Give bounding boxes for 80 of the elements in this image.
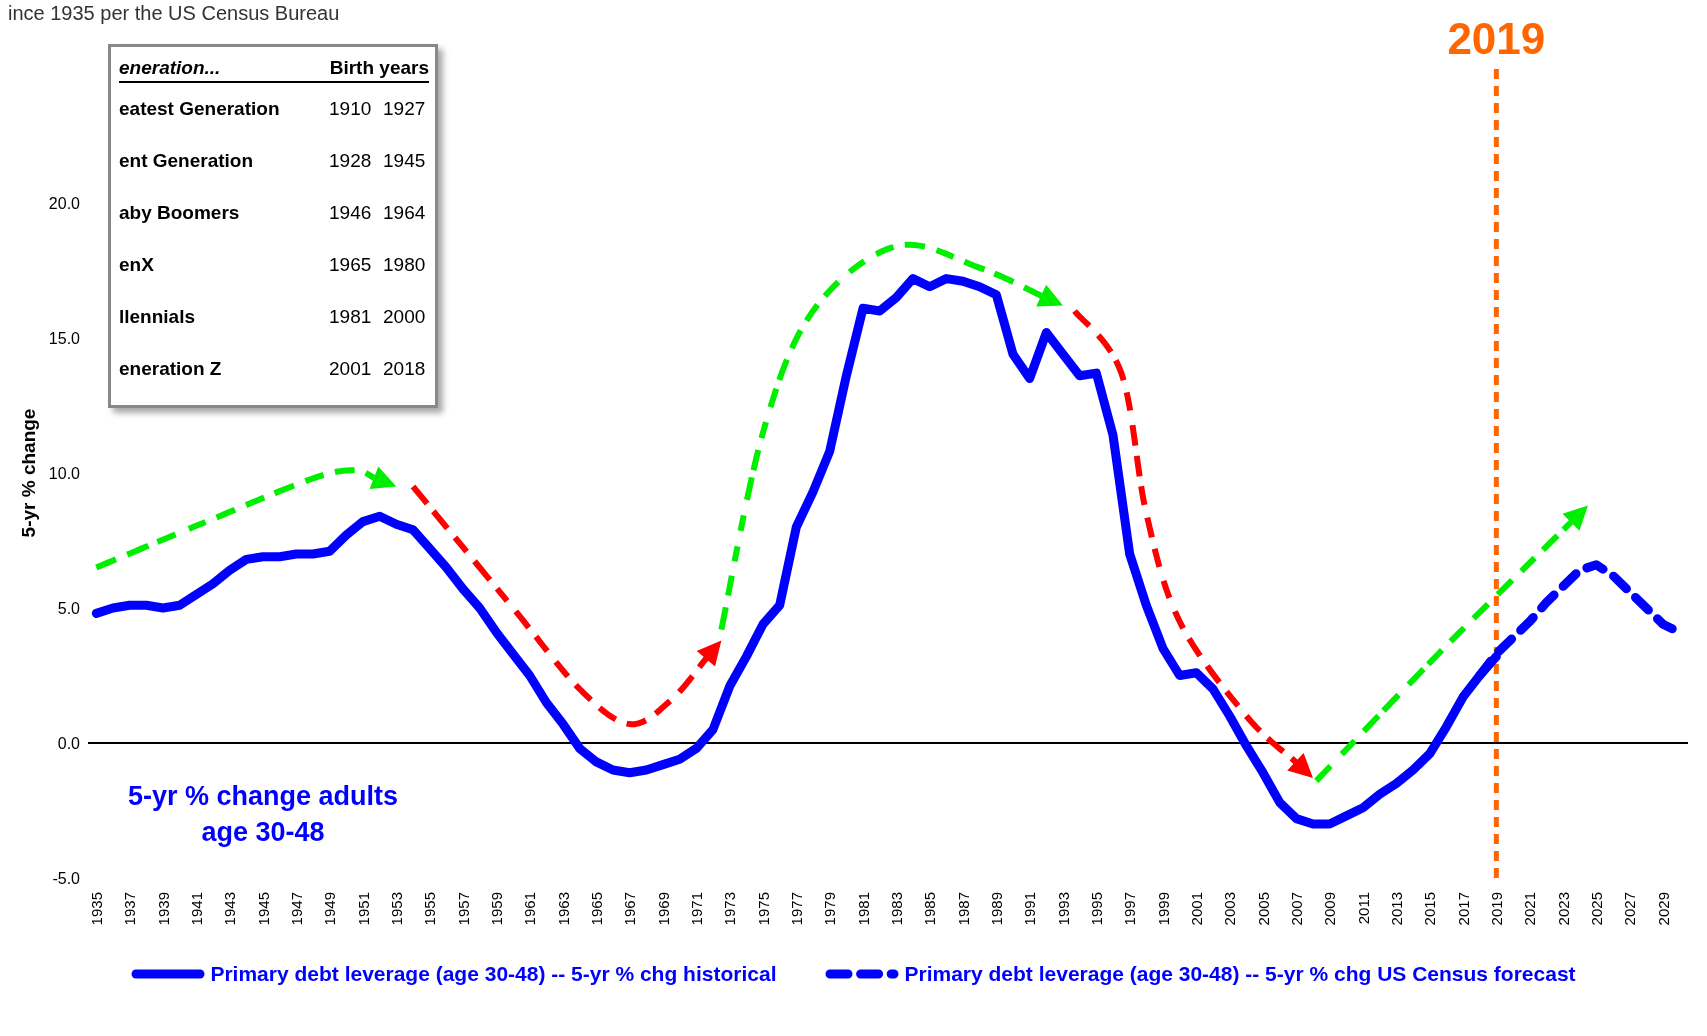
x-tick-label: 1995 [1087,892,1105,926]
x-tick-label: 1955 [421,892,439,926]
x-tick-label: 1949 [321,892,339,926]
annotation: 1964 [383,202,427,224]
x-tick-label: 1947 [287,892,305,926]
x-tick-label: 1959 [487,892,505,926]
x-tick-label: 2019 [1487,892,1505,926]
annotation: 2001 [329,358,373,380]
x-tick-label: 1969 [654,892,672,926]
x-tick-label: 1939 [154,892,172,926]
x-tick-label: 2005 [1254,892,1272,926]
x-tick-label: 2011 [1354,892,1372,925]
annotation: 1946 [329,202,373,224]
annotation: ent Generation [119,150,255,172]
y-tick-label: 0.0 [57,734,81,752]
x-tick-label: 2001 [1187,892,1205,926]
x-tick-label: 2007 [1287,892,1305,926]
x-tick-label: 1977 [787,892,805,926]
annotation: aby Boomers [119,202,241,224]
x-tick-label: 2009 [1321,892,1339,926]
x-tick-label: 1981 [854,892,872,926]
x-tick-label: 1989 [987,892,1005,926]
x-tick-label: 1997 [1121,892,1139,926]
annotation: 5-yr % change adults age 30-48 [126,780,400,850]
annotation: eatest Generation [119,98,281,120]
annotation: 1980 [383,254,427,276]
x-tick-label: 1975 [754,892,772,926]
y-tick-label: 20.0 [48,194,81,212]
annotation: enX [119,254,155,276]
x-tick-label: 1961 [521,892,539,926]
x-tick-label: 1993 [1054,892,1072,926]
x-tick-label: 2003 [1221,892,1239,926]
x-tick-label: 1971 [687,892,705,926]
annotation: 1965 [329,254,373,276]
y-axis-title: 5-yr % change [17,408,39,538]
annotation: 1928 [329,150,373,172]
annotation: eneration Z [119,358,223,380]
x-tick-label: 2017 [1454,892,1472,926]
x-tick-label: 2015 [1421,892,1439,926]
x-tick-label: 1963 [554,892,572,926]
annotation: llennials [119,306,197,328]
y-tick-label: 5.0 [57,599,81,617]
legend-label: Primary debt leverage (age 30-48) -- 5-yr % chg historical [210,962,777,986]
x-tick-label: 1967 [621,892,639,926]
annotation: eneration... [119,57,221,79]
x-tick-label: 1941 [187,892,205,926]
x-tick-label: 2027 [1621,892,1639,926]
x-tick-label: 1979 [821,892,839,926]
x-tick-label: 1983 [887,892,905,926]
x-tick-label: 2025 [1587,892,1605,926]
x-tick-label: 2029 [1654,892,1672,926]
legend-label: Primary debt leverage (age 30-48) -- 5-yr % chg US Census forecast [904,962,1576,986]
x-tick-label: 1943 [221,892,239,926]
x-tick-label: 1999 [1154,892,1172,926]
x-tick-label: 2021 [1521,892,1539,926]
x-tick-label: 2023 [1554,892,1572,926]
annotation: Birth years [329,57,429,79]
x-tick-label: 1945 [254,892,272,926]
x-tick-label: 1985 [921,892,939,926]
x-tick-label: 1987 [954,892,972,926]
chart-title: ince 1935 per the US Census Bureau [8,2,340,25]
annotation: 1981 [329,306,373,328]
x-tick-label: 1935 [87,892,105,926]
y-tick-label: -5.0 [52,869,81,887]
x-tick-label: 1973 [721,892,739,926]
x-tick-label: 1957 [454,892,472,926]
annotation: 1910 [329,98,373,120]
y-tick-label: 10.0 [48,464,81,482]
x-tick-label: 1953 [387,892,405,926]
y-tick-label: 15.0 [48,329,81,347]
annotation: 1927 [383,98,427,120]
annotation: 2000 [383,306,427,328]
annotation: 1945 [383,150,427,172]
x-tick-label: 1951 [354,892,372,926]
ref-line-label: 2019 [1447,14,1546,63]
x-tick-label: 1937 [121,892,139,926]
annotation: 2018 [383,358,427,380]
x-tick-label: 1965 [587,892,605,926]
x-tick-label: 1991 [1021,892,1039,926]
x-tick-label: 2013 [1387,892,1405,926]
